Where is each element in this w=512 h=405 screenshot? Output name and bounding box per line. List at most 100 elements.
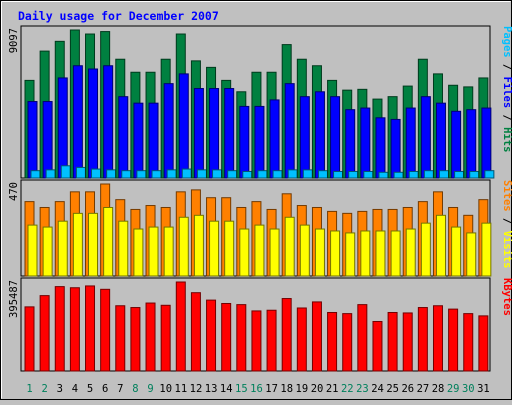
bar-hits-pages-day-1 xyxy=(30,170,41,179)
bar-hits-files-day-22 xyxy=(345,109,356,179)
bar-hits-pages-day-13 xyxy=(212,169,223,179)
x-tick-label-day-31: 31 xyxy=(477,383,490,395)
bar-visits-sites-day-7 xyxy=(118,220,129,277)
bar-hits-pages-day-18 xyxy=(287,169,298,179)
bar-kbytes-kbytes-day-8 xyxy=(130,307,141,372)
y-axis-max-label-kbytes: 395487 xyxy=(8,280,20,318)
x-tick-label-day-17: 17 xyxy=(265,383,278,395)
bar-visits-sites-day-3 xyxy=(57,220,68,277)
x-tick-label-day-27: 27 xyxy=(417,383,430,395)
bar-kbytes-kbytes-day-13 xyxy=(206,299,217,372)
bar-hits-files-day-25 xyxy=(390,118,401,179)
bar-kbytes-kbytes-day-30 xyxy=(463,313,474,372)
bar-hits-pages-day-22 xyxy=(348,170,359,179)
bar-kbytes-kbytes-day-28 xyxy=(432,305,443,372)
legend-hits-segment-0: Pages xyxy=(501,26,512,58)
bar-hits-pages-day-5 xyxy=(91,168,102,179)
bar-hits-pages-day-16 xyxy=(257,170,268,179)
bar-hits-pages-day-19 xyxy=(302,169,313,179)
bar-kbytes-kbytes-day-27 xyxy=(417,307,428,372)
bar-kbytes-kbytes-day-17 xyxy=(266,309,277,372)
bar-hits-pages-day-24 xyxy=(378,171,389,179)
bar-visits-sites-day-9 xyxy=(148,226,159,277)
bar-kbytes-kbytes-day-2 xyxy=(39,295,50,372)
bar-visits-sites-day-24 xyxy=(375,230,386,277)
bar-visits-sites-day-17 xyxy=(269,228,280,277)
bar-kbytes-kbytes-day-29 xyxy=(448,308,459,372)
bar-hits-pages-day-11 xyxy=(181,168,192,179)
legend-hits-segment-4: Hits xyxy=(501,127,512,152)
bar-visits-sites-day-1 xyxy=(27,224,38,277)
bar-kbytes-kbytes-day-1 xyxy=(24,306,35,372)
bar-hits-pages-day-21 xyxy=(333,170,344,179)
bar-hits-pages-day-31 xyxy=(484,170,495,179)
x-tick-label-day-5: 5 xyxy=(87,383,93,395)
bar-hits-pages-day-17 xyxy=(272,170,283,179)
bar-hits-pages-day-30 xyxy=(469,170,480,179)
bar-hits-pages-day-23 xyxy=(363,170,374,179)
bar-visits-sites-day-20 xyxy=(314,228,325,277)
bar-visits-sites-day-18 xyxy=(284,216,295,277)
bar-visits-sites-day-13 xyxy=(209,220,220,277)
legend-visits: Sites / Visits xyxy=(501,180,512,269)
x-tick-label-day-10: 10 xyxy=(159,383,172,395)
bar-visits-sites-day-19 xyxy=(299,224,310,277)
bar-visits-sites-day-23 xyxy=(360,230,371,277)
bar-hits-files-day-17 xyxy=(269,99,280,179)
bar-visits-sites-day-5 xyxy=(88,212,99,277)
x-tick-label-day-30: 30 xyxy=(462,383,475,395)
bar-hits-files-day-15 xyxy=(239,105,250,179)
bar-hits-files-day-28 xyxy=(435,102,446,179)
panel-visits: 470 Sites / Visits xyxy=(8,179,512,277)
bar-visits-sites-day-4 xyxy=(72,212,83,277)
y-axis-max-label-hits: 9097 xyxy=(8,28,20,53)
bar-kbytes-kbytes-day-26 xyxy=(402,312,413,372)
x-tick-label-day-14: 14 xyxy=(220,383,233,395)
bar-hits-files-day-1 xyxy=(27,101,38,179)
bar-kbytes-kbytes-day-5 xyxy=(85,285,96,372)
x-tick-label-day-2: 2 xyxy=(42,383,48,395)
chart-title: Daily usage for December 2007 xyxy=(18,9,219,23)
bar-hits-files-day-6 xyxy=(103,65,114,179)
x-tick-label-day-29: 29 xyxy=(447,383,460,395)
x-tick-label-day-8: 8 xyxy=(132,383,138,395)
bar-visits-sites-day-14 xyxy=(224,220,235,277)
bar-hits-files-day-21 xyxy=(330,96,341,179)
bar-visits-sites-day-6 xyxy=(103,206,114,277)
bar-hits-pages-day-6 xyxy=(106,169,117,179)
bar-hits-files-day-10 xyxy=(163,83,174,179)
legend-visits-segment-0: Sites xyxy=(501,180,512,212)
bar-hits-pages-day-8 xyxy=(136,170,147,179)
x-tick-label-day-26: 26 xyxy=(401,383,414,395)
bar-hits-files-day-12 xyxy=(193,88,204,179)
bar-visits-sites-day-30 xyxy=(466,232,477,277)
bar-hits-pages-day-20 xyxy=(317,170,328,179)
bar-hits-pages-day-29 xyxy=(454,170,465,179)
bar-hits-files-day-2 xyxy=(42,101,53,179)
x-tick-label-day-23: 23 xyxy=(356,383,369,395)
bar-hits-files-day-4 xyxy=(72,65,83,179)
bar-hits-pages-day-27 xyxy=(423,170,434,179)
bar-kbytes-kbytes-day-16 xyxy=(251,310,262,372)
bar-hits-files-day-24 xyxy=(375,117,386,179)
bar-visits-sites-day-25 xyxy=(390,230,401,277)
bar-kbytes-kbytes-day-7 xyxy=(115,305,126,372)
bar-kbytes-kbytes-day-21 xyxy=(327,311,338,372)
bar-hits-files-day-18 xyxy=(284,83,295,179)
bar-visits-sites-day-10 xyxy=(163,226,174,277)
bar-kbytes-kbytes-day-12 xyxy=(190,292,201,372)
x-tick-label-day-4: 4 xyxy=(72,383,78,395)
x-tick-label-day-1: 1 xyxy=(26,383,32,395)
bar-kbytes-kbytes-day-11 xyxy=(175,281,186,372)
x-tick-label-day-25: 25 xyxy=(386,383,399,395)
bar-visits-sites-day-15 xyxy=(239,228,250,277)
bar-visits-sites-day-26 xyxy=(405,228,416,277)
x-tick-label-day-6: 6 xyxy=(102,383,108,395)
bar-visits-sites-day-29 xyxy=(451,226,462,277)
legend-kbytes: KBytes xyxy=(501,278,512,316)
bar-hits-files-day-8 xyxy=(133,102,144,179)
x-tick-label-day-7: 7 xyxy=(117,383,123,395)
bar-visits-sites-day-22 xyxy=(345,232,356,277)
bar-kbytes-kbytes-day-14 xyxy=(221,302,232,372)
